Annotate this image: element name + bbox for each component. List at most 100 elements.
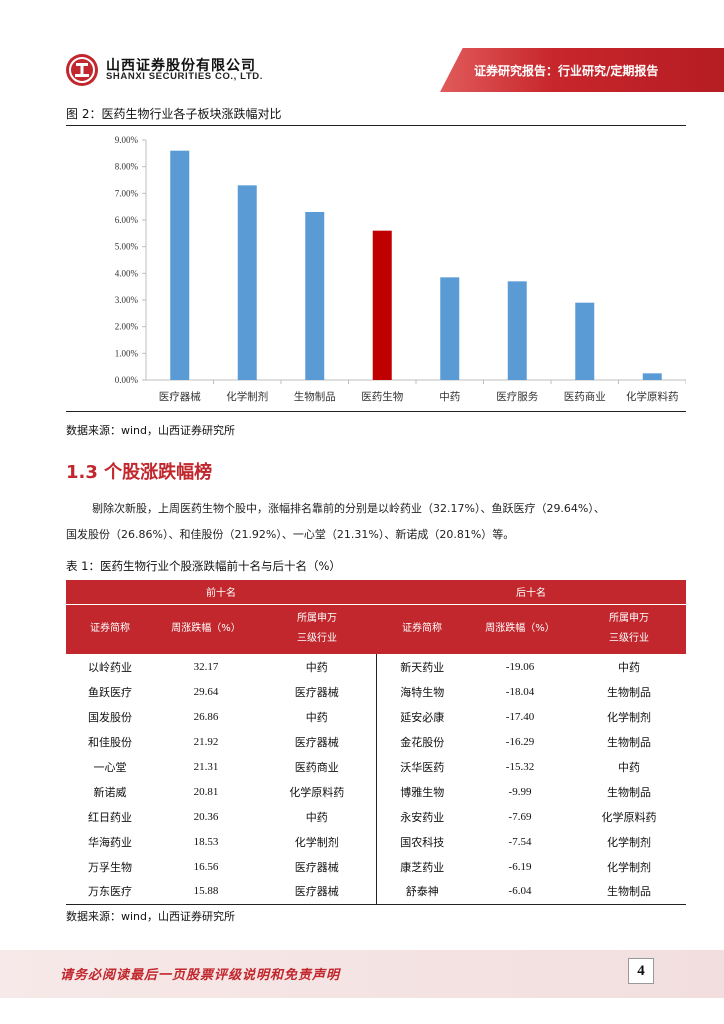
y-tick-label: 9.00% [115, 135, 139, 145]
y-tick-label: 3.00% [115, 295, 139, 305]
x-category-label: 医疗服务 [496, 390, 538, 403]
cell-top-industry: 医疗器械 [258, 854, 377, 879]
cell-top-change: 15.88 [154, 879, 258, 905]
cell-top-change: 32.17 [193, 660, 219, 673]
table-source: 数据来源：wind，山西证券研究所 [66, 910, 236, 923]
cell-bottom-industry: 中药 [618, 660, 640, 674]
cell-bottom-change: -19.06 [505, 660, 535, 673]
figure-bottom-rule [66, 411, 686, 412]
cell-bottom-change: -6.19 [508, 860, 532, 873]
table-row: 国发股份 26.86 中药 延安必康 -17.40 化学制剂 [66, 704, 686, 729]
table-body: 以岭药业 32.17 中药 新天药业 -19.06 中药 鱼跃医疗 29.64 医疗器械 海特生物… [66, 654, 686, 905]
x-category-label: 医药商业 [564, 390, 606, 403]
cell-top-change: 20.36 [193, 810, 219, 823]
cell-top-industry: 中药 [258, 804, 377, 829]
y-tick-label: 5.00% [115, 242, 139, 252]
cell-bottom-name: 金花股份 [400, 735, 445, 749]
col-header-industry-line1: 所属申万 [609, 613, 649, 625]
cell-bottom-change: -18.04 [505, 685, 535, 698]
x-category-label: 中药 [439, 390, 460, 403]
company-name-cn: 山西证券股份有限公司 [106, 58, 256, 74]
page-header: 山西证券股份有限公司 SHANXI SECURITIES CO., LTD. 证… [0, 0, 724, 100]
bar-化学原料药 [642, 373, 662, 380]
cell-top-industry: 医疗器械 [258, 729, 377, 754]
y-tick-label: 4.00% [115, 268, 139, 278]
cell-bottom-name: 延安必康 [400, 710, 445, 724]
cell-top-name: 和佳股份 [88, 735, 132, 749]
figure-top-rule [66, 125, 686, 126]
table-column-header: 证券简称 周涨跌幅（%） 所属申万 三级行业 证券简称 周涨跌幅（%） 所属申万三… [66, 604, 686, 654]
cell-top-change: 21.31 [193, 760, 219, 773]
shanxi-securities-logo-icon [66, 54, 98, 86]
cell-top-industry: 医药商业 [258, 754, 377, 779]
cell-top-name: 华海药业 [88, 835, 132, 849]
cell-top-name: 万孚生物 [88, 860, 132, 874]
cell-top-industry: 中药 [258, 654, 377, 679]
figure-source: 数据来源：wind，山西证券研究所 [66, 424, 236, 437]
cell-top-name: 万东医疗 [66, 879, 154, 905]
x-category-label: 医药生物 [361, 390, 403, 403]
table-row: 鱼跃医疗 29.64 医疗器械 海特生物 -18.04 生物制品 [66, 679, 686, 704]
table-row: 新诺威 20.81 化学原料药 博雅生物 -9.99 生物制品 [66, 779, 686, 804]
footer-disclaimer: 请务必阅读最后一页股票评级说明和免责声明 [60, 968, 341, 983]
page-number: 4 [628, 958, 654, 984]
page-footer [0, 950, 724, 998]
y-tick-label: 2.00% [115, 322, 139, 332]
x-category-label: 医疗器械 [159, 390, 201, 403]
cell-bottom-industry: 生物制品 [607, 735, 651, 749]
cell-top-name: 红日药业 [88, 810, 132, 824]
col-header-change: 周涨跌幅（%） [154, 604, 258, 654]
cell-bottom-name: 博雅生物 [400, 785, 445, 799]
header-banner [440, 48, 724, 92]
cell-top-name: 鱼跃医疗 [88, 685, 132, 699]
cell-top-name: 新诺威 [93, 785, 127, 799]
col-header-name: 证券简称 [376, 604, 468, 654]
bar-医药生物 [372, 230, 392, 380]
col-header-industry-line2: 三级行业 [609, 633, 649, 645]
paragraph-text-1: 剔除次新股，上周医药生物个股中，涨幅排名靠前的分别是以岭药业（32.17%）、鱼… [92, 502, 605, 515]
bar-医疗器械 [170, 150, 190, 380]
cell-bottom-change: -16.29 [505, 735, 535, 748]
table-row: 一心堂 21.31 医药商业 沃华医药 -15.32 中药 [66, 754, 686, 779]
cell-bottom-name: 国农科技 [400, 835, 445, 849]
cell-top-change: 18.53 [193, 835, 219, 848]
bar-生物制品 [305, 212, 325, 380]
table-row: 红日药业 20.36 中药 永安药业 -7.69 化学原料药 [66, 804, 686, 829]
cell-top-industry: 化学制剂 [258, 829, 377, 854]
y-tick-label: 7.00% [115, 188, 139, 198]
cell-bottom-industry: 化学制剂 [607, 835, 651, 849]
cell-top-name: 一心堂 [93, 760, 127, 774]
cell-top-industry: 中药 [258, 704, 377, 729]
figure-title: 图 2：医药生物行业各子板块涨跌幅对比 [66, 107, 282, 121]
cell-bottom-industry: 生物制品 [607, 785, 651, 799]
cell-top-change: 16.56 [193, 860, 219, 873]
sector-change-bar-chart: 0.00% 1.00% 2.00% 3.00% 4.00% 5.00% 6.00% 7.00%… [115, 135, 686, 403]
table-row: 万东医疗 15.88 医疗器械 舒泰神 -6.04 生物制品 [66, 879, 686, 905]
cell-bottom-name: 海特生物 [400, 685, 445, 699]
y-tick-label: 0.00% [115, 375, 139, 385]
cell-bottom-change: -15.32 [505, 760, 535, 773]
x-category-label: 化学原料药 [626, 390, 679, 403]
cell-bottom-industry: 化学制剂 [607, 710, 651, 724]
cell-top-industry: 医疗器械 [258, 679, 377, 704]
y-tick-label: 8.00% [115, 162, 139, 172]
cell-top-change: 26.86 [193, 710, 219, 723]
paragraph-line-2: 国发股份（26.86%）、和佳股份（21.92%）、一心堂（21.31%）、新诺… [66, 528, 515, 541]
col-header-name: 证券简称 [66, 604, 154, 654]
table-row: 万孚生物 16.56 医疗器械 康芝药业 -6.19 化学制剂 [66, 854, 686, 879]
table-row: 以岭药业 32.17 中药 新天药业 -19.06 中药 [66, 654, 686, 679]
col-header-industry-line1: 所属申万 [297, 613, 337, 625]
paragraph-line-1: 剔除次新股，上周医药生物个股中，涨幅排名靠前的分别是以岭药业（32.17%）、鱼… [66, 496, 686, 522]
table-row: 华海药业 18.53 化学制剂 国农科技 -7.54 化学制剂 [66, 829, 686, 854]
cell-bottom-change: -7.54 [508, 835, 532, 848]
cell-bottom-industry: 化学原料药 [601, 810, 657, 824]
col-header-industry: 所属申万 三级行业 [258, 604, 376, 654]
cell-bottom-change: -6.04 [468, 879, 572, 905]
table-group-header: 前十名 后十名 [66, 580, 686, 605]
y-tick-label: 1.00% [115, 348, 139, 358]
bar-化学制剂 [237, 185, 257, 380]
col-header-industry: 所属申万 三级行业 [572, 604, 686, 654]
group-bottom-ten: 后十名 [376, 580, 686, 605]
bar-医药商业 [575, 302, 595, 380]
report-type: 证券研究报告：行业研究/定期报告 [474, 64, 659, 78]
